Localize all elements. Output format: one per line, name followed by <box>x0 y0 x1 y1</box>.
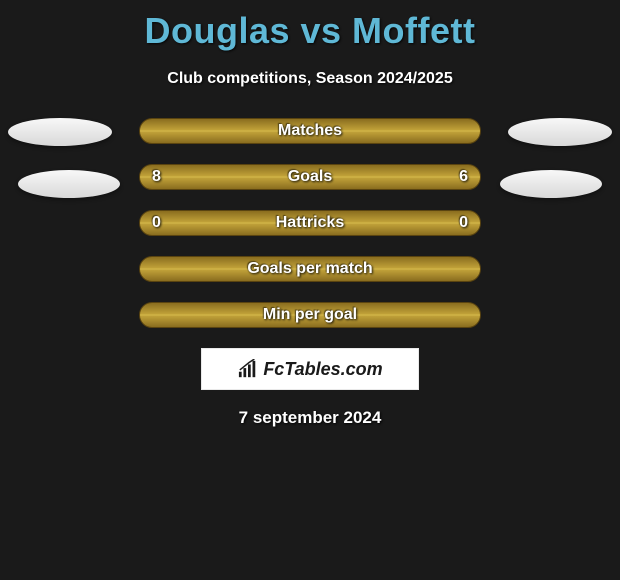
player-right-ellipse-2 <box>500 170 602 198</box>
player-left-ellipse-2 <box>18 170 120 198</box>
logo-text: FcTables.com <box>263 359 382 380</box>
player-right-ellipse-1 <box>508 118 612 146</box>
chart-icon <box>237 359 259 379</box>
stat-row-matches: Matches <box>139 118 481 144</box>
logo-box: FcTables.com <box>201 348 419 390</box>
player-left-ellipse-1 <box>8 118 112 146</box>
stat-row-goals: 8 Goals 6 <box>139 164 481 190</box>
stat-row-gpm: Goals per match <box>139 256 481 282</box>
stat-goals-label: Goals <box>288 168 332 186</box>
date-text: 7 september 2024 <box>0 408 620 428</box>
stat-hattricks-left: 0 <box>152 214 161 232</box>
stat-matches-label: Matches <box>278 122 342 140</box>
stat-mpg-label: Min per goal <box>263 306 357 324</box>
stats-area: Matches 8 Goals 6 0 Hattricks 0 Goals pe… <box>0 118 620 428</box>
logo-inner: FcTables.com <box>237 359 382 380</box>
stat-gpm-label: Goals per match <box>247 260 372 278</box>
stat-goals-left: 8 <box>152 168 161 186</box>
stat-row-hattricks: 0 Hattricks 0 <box>139 210 481 236</box>
stat-row-mpg: Min per goal <box>139 302 481 328</box>
stat-goals-right: 6 <box>459 168 468 186</box>
stat-hattricks-right: 0 <box>459 214 468 232</box>
page-title: Douglas vs Moffett <box>0 0 620 52</box>
subtitle: Club competitions, Season 2024/2025 <box>0 70 620 88</box>
stat-hattricks-label: Hattricks <box>276 214 344 232</box>
